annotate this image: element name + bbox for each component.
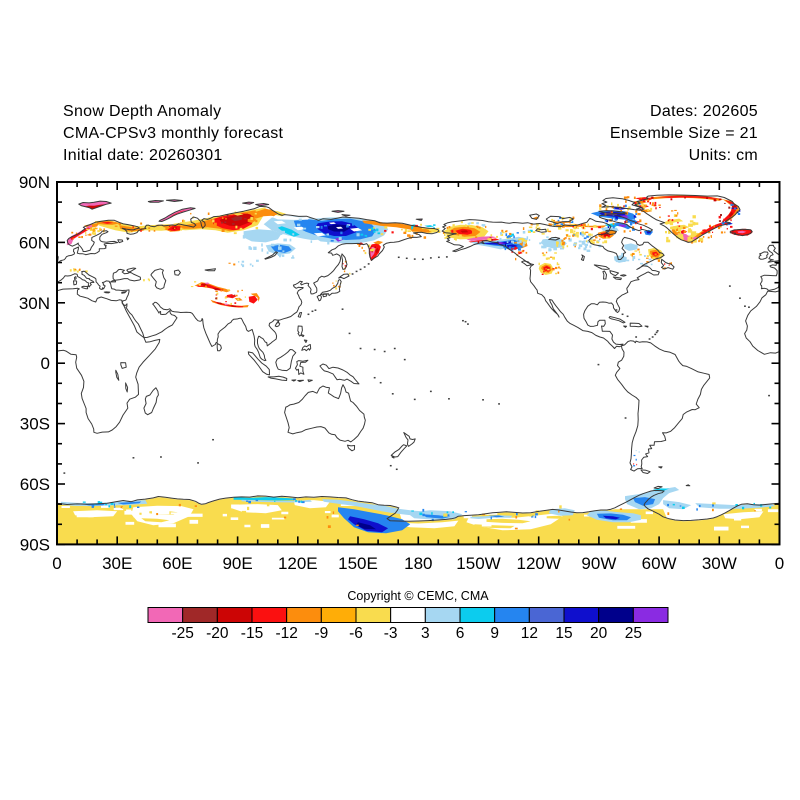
svg-text:90N: 90N: [19, 173, 50, 192]
svg-text:60N: 60N: [19, 233, 50, 252]
svg-text:-9: -9: [314, 625, 328, 642]
svg-text:30S: 30S: [20, 415, 50, 434]
svg-text:-25: -25: [171, 625, 193, 642]
svg-text:Ensemble Size = 21: Ensemble Size = 21: [610, 125, 758, 142]
svg-text:-3: -3: [384, 625, 398, 642]
svg-text:-20: -20: [206, 625, 229, 642]
svg-text:90S: 90S: [20, 535, 50, 554]
svg-text:0: 0: [775, 554, 784, 573]
svg-text:-15: -15: [241, 625, 263, 642]
svg-text:CMA-CPSv3 monthly forecast: CMA-CPSv3 monthly forecast: [63, 125, 284, 142]
svg-text:0: 0: [41, 354, 50, 373]
svg-text:9: 9: [490, 625, 499, 642]
svg-text:60E: 60E: [162, 554, 192, 573]
svg-text:6: 6: [456, 625, 465, 642]
svg-text:3: 3: [421, 625, 430, 642]
svg-text:120W: 120W: [516, 554, 560, 573]
svg-text:30N: 30N: [19, 294, 50, 313]
svg-text:150W: 150W: [456, 554, 500, 573]
svg-text:180: 180: [404, 554, 432, 573]
svg-text:Units: cm: Units: cm: [689, 147, 758, 164]
svg-text:60W: 60W: [642, 554, 677, 573]
svg-text:90E: 90E: [222, 554, 252, 573]
svg-text:150E: 150E: [338, 554, 378, 573]
svg-text:-6: -6: [349, 625, 363, 642]
svg-text:60S: 60S: [20, 475, 50, 494]
svg-text:120E: 120E: [278, 554, 318, 573]
svg-text:Initial date: 20260301: Initial date: 20260301: [63, 147, 223, 164]
svg-text:Snow Depth Anomaly: Snow Depth Anomaly: [63, 103, 221, 120]
svg-text:0: 0: [52, 554, 61, 573]
svg-text:Copyright © CEMC, CMA: Copyright © CEMC, CMA: [347, 589, 489, 603]
svg-text:30E: 30E: [102, 554, 132, 573]
svg-text:20: 20: [590, 625, 608, 642]
svg-text:30W: 30W: [702, 554, 737, 573]
svg-text:90W: 90W: [581, 554, 616, 573]
svg-text:12: 12: [521, 625, 538, 642]
svg-text:Dates: 202605: Dates: 202605: [650, 103, 758, 120]
svg-text:-12: -12: [275, 625, 297, 642]
svg-text:15: 15: [555, 625, 572, 642]
svg-text:25: 25: [625, 625, 642, 642]
